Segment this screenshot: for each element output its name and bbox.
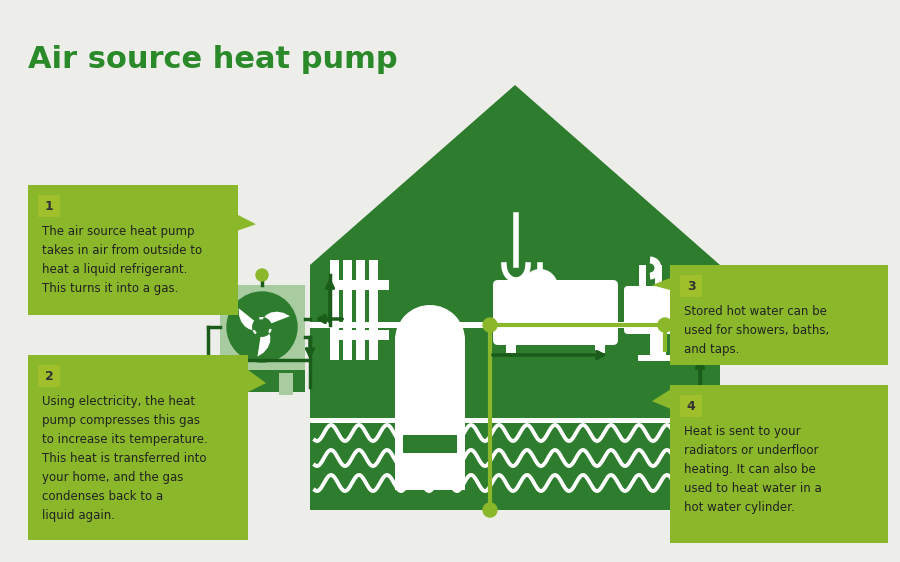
Bar [330,330,389,340]
Text: 2: 2 [45,369,53,383]
Bar [220,285,305,370]
Bar [650,330,666,360]
Polygon shape [259,312,290,327]
Bar [670,385,888,543]
Text: Heat is sent to your
radiators or underfloor
heating. It can also be
used to hea: Heat is sent to your radiators or underf… [684,425,822,514]
Bar [310,418,720,510]
Bar [28,355,248,540]
Text: Stored hot water can be
used for showers, baths,
and taps.: Stored hot water can be used for showers… [684,305,829,356]
Text: 1: 1 [45,200,53,212]
Wedge shape [523,269,557,287]
Polygon shape [257,327,272,357]
Bar [680,395,702,417]
Bar [506,338,516,353]
Polygon shape [238,308,262,334]
Wedge shape [395,305,465,340]
Bar [220,370,305,392]
Polygon shape [310,85,720,510]
Text: 4: 4 [687,400,696,413]
Bar [670,265,888,365]
Text: Air source heat pump: Air source heat pump [28,45,398,74]
Text: The air source heat pump
takes in air from outside to
heat a liquid refrigerant.: The air source heat pump takes in air fr… [42,225,202,295]
Bar [279,373,293,395]
Circle shape [255,320,269,334]
Text: Using electricity, the heat
pump compresses this gas
to increase its temperature: Using electricity, the heat pump compres… [42,395,208,522]
Bar [356,260,365,360]
Circle shape [227,292,297,362]
Bar [38,195,60,217]
Bar [310,418,720,423]
Bar [343,260,352,360]
Bar [680,275,702,297]
FancyBboxPatch shape [624,286,692,334]
Bar [38,365,60,387]
Bar [403,435,457,453]
Circle shape [483,503,497,517]
Bar [638,355,678,361]
Bar [232,373,246,395]
Polygon shape [652,278,670,290]
Bar [595,338,605,353]
Bar [395,340,465,490]
Polygon shape [238,215,256,230]
Bar [28,185,238,315]
FancyBboxPatch shape [493,280,618,345]
Bar [310,322,720,328]
Circle shape [256,269,268,281]
Polygon shape [652,389,670,409]
Bar [330,260,339,360]
Text: 3: 3 [687,279,696,292]
Bar [330,280,389,290]
Bar [369,260,378,360]
Circle shape [483,318,497,332]
Polygon shape [248,370,266,392]
Circle shape [658,318,672,332]
